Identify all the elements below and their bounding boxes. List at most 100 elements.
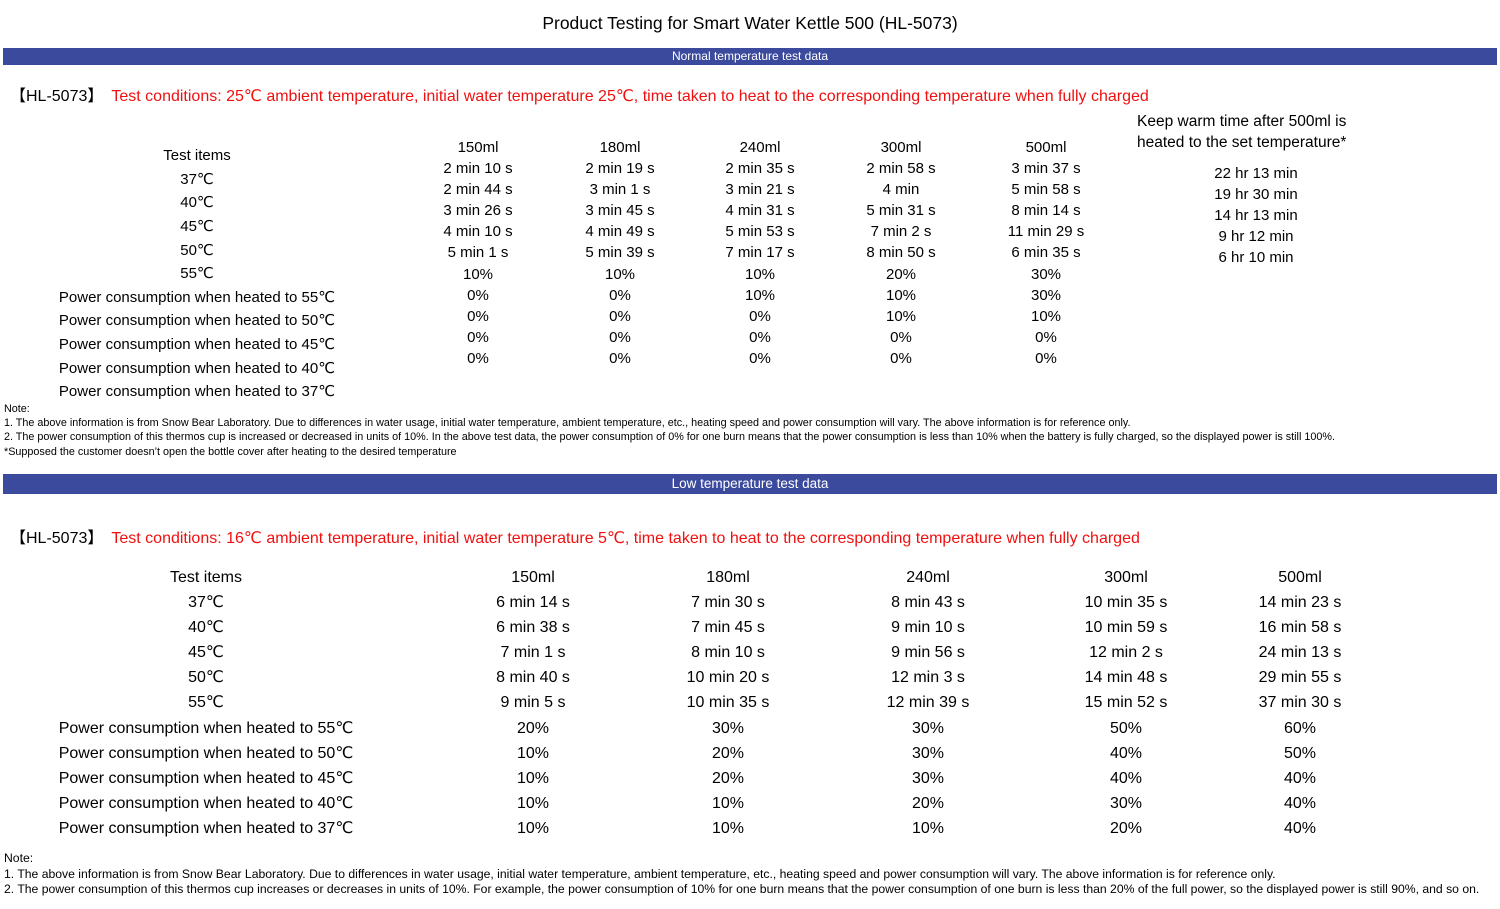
data-cell: 5 min 39 s — [585, 244, 655, 262]
data-cell: 10 min 35 s — [686, 694, 770, 712]
data-cell: 3 min 37 s — [1011, 160, 1081, 178]
keep-warm-cell: 19 hr 30 min — [1214, 186, 1298, 203]
data-column-300ml: 300ml 10 min 35 s 10 min 59 s 12 min 2 s 14… — [1041, 565, 1211, 841]
data-cell: 30% — [911, 769, 945, 787]
data-cell: 5 min 58 s — [1011, 181, 1081, 199]
data-cell: 40% — [1109, 744, 1143, 762]
row-label: 37℃ — [188, 594, 224, 612]
data-cell: 40% — [1109, 769, 1143, 787]
data-cell: 8 min 40 s — [496, 669, 570, 687]
notes-low: Note: 1. The above information is from Sn… — [4, 851, 1479, 898]
data-cell: 30% — [711, 719, 745, 737]
data-cell: 0% — [1035, 328, 1057, 346]
data-column-300ml: 300ml 2 min 58 s 4 min 5 min 31 s 7 min 2 s… — [831, 137, 971, 369]
column-header: 300ml — [880, 139, 922, 156]
data-cell: 10% — [462, 265, 494, 283]
note-line: 2. The power consumption of this thermos… — [4, 431, 1335, 444]
data-cell: 10 min 35 s — [1084, 594, 1168, 612]
data-cell: 0% — [749, 349, 771, 367]
data-cell: 2 min 58 s — [866, 160, 936, 178]
data-cell: 30% — [911, 719, 945, 737]
test-conditions-normal: 【HL-5073】 Test conditions: 25℃ ambient te… — [10, 82, 1149, 106]
data-cell: 3 min 26 s — [443, 202, 513, 220]
data-cell: 29 min 55 s — [1258, 669, 1342, 687]
data-cell: 2 min 19 s — [585, 160, 655, 178]
data-cell: 10% — [885, 286, 917, 304]
data-cell: 7 min 2 s — [870, 223, 932, 241]
column-header: 240ml — [906, 569, 950, 586]
data-cell: 50% — [1283, 744, 1317, 762]
data-cell: 10 min 20 s — [686, 669, 770, 687]
column-header: 180ml — [706, 569, 750, 586]
row-label: Power consumption when heated to 37℃ — [58, 819, 354, 837]
keep-warm-cell: 14 hr 13 min — [1214, 207, 1298, 224]
row-label: Test items — [169, 569, 242, 586]
row-label: 37℃ — [180, 170, 214, 188]
section-banner-normal: Normal temperature test data — [3, 48, 1497, 65]
data-cell: 4 min — [882, 181, 920, 199]
column-header: 500ml — [1278, 569, 1322, 586]
data-cell: 15 min 52 s — [1084, 694, 1168, 712]
data-cell: 0% — [609, 349, 631, 367]
model-label: 【HL-5073】 — [10, 530, 104, 547]
data-cell: 6 min 14 s — [496, 594, 570, 612]
data-column-150ml: 150ml 2 min 10 s 2 min 44 s 3 min 26 s 4 mi… — [408, 137, 548, 369]
keep-warm-cell: 9 hr 12 min — [1218, 228, 1294, 245]
data-cell: 12 min 2 s — [1089, 644, 1163, 662]
row-label: Power consumption when heated to 40℃ — [58, 359, 336, 377]
data-cell: 2 min 35 s — [725, 160, 795, 178]
data-cell: 7 min 17 s — [725, 244, 795, 262]
row-label: 55℃ — [180, 265, 214, 283]
data-cell: 10% — [885, 307, 917, 325]
data-cell: 8 min 43 s — [891, 594, 965, 612]
data-cell: 20% — [911, 794, 945, 812]
row-label: 45℃ — [188, 644, 224, 662]
notes-normal: Note: 1. The above information is from Sn… — [4, 402, 1335, 459]
row-label: 55℃ — [188, 694, 224, 712]
column-header: 240ml — [739, 139, 781, 156]
data-cell: 3 min 21 s — [725, 181, 795, 199]
note-line: 2. The power consumption of this thermos… — [4, 882, 1480, 897]
note-line: 1. The above information is from Snow Be… — [4, 417, 1131, 430]
data-cell: 40% — [1283, 819, 1317, 837]
data-cell: 0% — [749, 328, 771, 346]
data-cell: 6 min 35 s — [1011, 244, 1081, 262]
data-cell: 12 min 39 s — [886, 694, 970, 712]
data-cell: 30% — [1030, 286, 1062, 304]
row-label: 40℃ — [188, 619, 224, 637]
banner-label: Normal temperature test data — [671, 49, 829, 63]
data-cell: 0% — [467, 307, 489, 325]
data-cell: 0% — [467, 349, 489, 367]
data-column-500ml: 500ml 14 min 23 s 16 min 58 s 24 min 13 s 2… — [1215, 565, 1385, 841]
data-cell: 7 min 45 s — [691, 619, 765, 637]
data-cell: 10 min 59 s — [1084, 619, 1168, 637]
data-cell: 10% — [516, 744, 550, 762]
row-label: 40℃ — [180, 194, 214, 212]
data-cell: 0% — [467, 328, 489, 346]
data-cell: 8 min 10 s — [691, 644, 765, 662]
data-cell: 40% — [1283, 769, 1317, 787]
data-cell: 8 min 50 s — [866, 244, 936, 262]
data-cell: 0% — [609, 307, 631, 325]
data-cell: 10% — [744, 286, 776, 304]
note-line: 1. The above information is from Snow Be… — [4, 866, 1276, 881]
row-label: Power consumption when heated to 45℃ — [58, 769, 354, 787]
note-line: *Supposed the customer doesn’t open the … — [4, 445, 457, 458]
data-cell: 5 min 1 s — [447, 244, 509, 262]
data-cell: 20% — [516, 719, 550, 737]
model-label: 【HL-5073】 — [10, 88, 104, 105]
data-cell: 2 min 44 s — [443, 181, 513, 199]
data-cell: 14 min 48 s — [1084, 669, 1168, 687]
data-cell: 0% — [1035, 349, 1057, 367]
data-cell: 12 min 3 s — [891, 669, 965, 687]
data-cell: 8 min 14 s — [1011, 202, 1081, 220]
data-cell: 5 min 31 s — [866, 202, 936, 220]
data-cell: 30% — [1030, 265, 1062, 283]
data-cell: 9 min 10 s — [891, 619, 965, 637]
data-cell: 10% — [516, 819, 550, 837]
data-cell: 7 min 30 s — [691, 594, 765, 612]
row-label: Power consumption when heated to 55℃ — [58, 288, 336, 306]
data-cell: 37 min 30 s — [1258, 694, 1342, 712]
data-cell: 4 min 31 s — [725, 202, 795, 220]
data-cell: 30% — [911, 744, 945, 762]
